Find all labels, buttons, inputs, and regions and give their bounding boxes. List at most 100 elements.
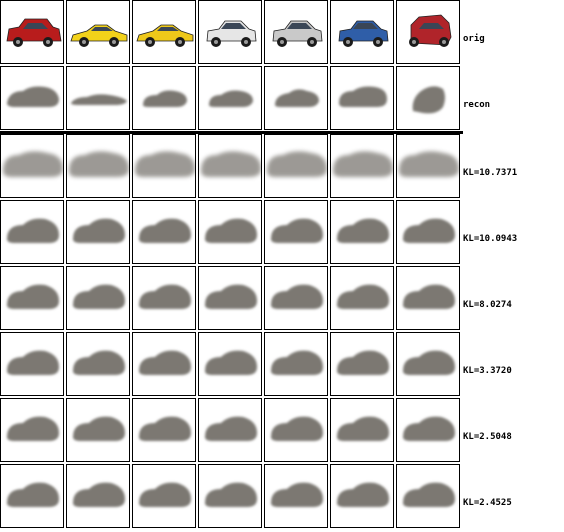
car-blob-icon bbox=[412, 86, 445, 114]
car-blob-icon bbox=[337, 350, 389, 375]
reconstruction-cell bbox=[0, 66, 64, 130]
car-blob-icon bbox=[275, 89, 319, 107]
row-label-kl: KL=2.5048 bbox=[463, 432, 512, 442]
car-blob-icon bbox=[267, 151, 327, 177]
reconstruction-cell bbox=[396, 66, 460, 130]
reconstruction-cell bbox=[0, 332, 64, 396]
reconstruction-cell bbox=[0, 200, 64, 264]
car-blob-icon bbox=[71, 94, 127, 105]
reconstruction-cell bbox=[66, 134, 130, 198]
car-blob-icon bbox=[7, 218, 59, 243]
reconstruction-cell bbox=[264, 266, 328, 330]
car-blob-icon bbox=[139, 218, 191, 243]
car-blob-icon bbox=[205, 284, 257, 309]
reconstruction-cell bbox=[396, 398, 460, 462]
reconstruction-cell bbox=[198, 464, 262, 528]
car-blob-icon bbox=[201, 151, 261, 177]
reconstruction-cell bbox=[132, 398, 196, 462]
reconstruction-cell bbox=[66, 332, 130, 396]
car-blob-icon bbox=[337, 482, 389, 507]
car-blob-icon bbox=[399, 151, 459, 177]
reconstruction-cell bbox=[132, 66, 196, 130]
car-blob-icon bbox=[205, 416, 257, 441]
car-blob-icon bbox=[337, 284, 389, 309]
car-blob-icon bbox=[73, 416, 125, 441]
car-blob-icon bbox=[333, 151, 393, 177]
reconstruction-cell bbox=[264, 332, 328, 396]
row-label-kl: KL=2.4525 bbox=[463, 498, 512, 508]
car-blob-icon bbox=[3, 151, 63, 177]
reconstruction-cell bbox=[264, 66, 328, 130]
reconstruction-cell bbox=[330, 200, 394, 264]
original-image-cell bbox=[198, 0, 262, 64]
reconstruction-cell bbox=[396, 134, 460, 198]
car-blob-icon bbox=[271, 350, 323, 375]
car-blob-icon bbox=[73, 284, 125, 309]
car-blob-icon bbox=[205, 482, 257, 507]
car-blob-icon bbox=[337, 218, 389, 243]
reconstruction-cell bbox=[0, 398, 64, 462]
car-blob-icon bbox=[209, 90, 253, 107]
original-image-cell bbox=[132, 0, 196, 64]
reconstruction-cell bbox=[66, 464, 130, 528]
car-blob-icon bbox=[403, 218, 455, 243]
car-blob-icon bbox=[7, 350, 59, 375]
reconstruction-cell bbox=[198, 266, 262, 330]
car-blob-icon bbox=[139, 416, 191, 441]
car-blob-icon bbox=[403, 482, 455, 507]
original-image-cell bbox=[396, 0, 460, 64]
car-blob-icon bbox=[135, 151, 195, 177]
red-minivan-icon bbox=[409, 14, 452, 47]
car-blob-icon bbox=[271, 416, 323, 441]
reconstruction-cell bbox=[264, 464, 328, 528]
reconstruction-cell bbox=[132, 266, 196, 330]
yellow-sportscar-icon bbox=[136, 24, 194, 47]
reconstruction-cell bbox=[198, 398, 262, 462]
car-blob-icon bbox=[403, 350, 455, 375]
reconstruction-cell bbox=[0, 266, 64, 330]
reconstruction-cell bbox=[66, 266, 130, 330]
reconstruction-cell bbox=[132, 134, 196, 198]
reconstruction-cell bbox=[132, 332, 196, 396]
car-blob-icon bbox=[205, 218, 257, 243]
reconstruction-cell bbox=[396, 464, 460, 528]
car-blob-icon bbox=[271, 284, 323, 309]
reconstruction-cell bbox=[330, 66, 394, 130]
reconstruction-cell bbox=[66, 66, 130, 130]
car-blob-icon bbox=[139, 350, 191, 375]
car-blob-icon bbox=[403, 284, 455, 309]
original-image-cell bbox=[66, 0, 130, 64]
reconstruction-cell bbox=[132, 464, 196, 528]
car-blob-icon bbox=[205, 350, 257, 375]
row-label-kl: KL=10.0943 bbox=[463, 234, 518, 244]
reconstruction-cell bbox=[330, 398, 394, 462]
car-blob-icon bbox=[139, 482, 191, 507]
row-separator bbox=[0, 131, 463, 134]
silver-hatchback-icon bbox=[272, 20, 323, 47]
original-image-cell bbox=[0, 0, 64, 64]
red-suv-icon bbox=[6, 18, 62, 47]
reconstruction-cell bbox=[264, 200, 328, 264]
reconstruction-cell bbox=[198, 66, 262, 130]
reconstruction-cell bbox=[0, 464, 64, 528]
reconstruction-cell bbox=[198, 332, 262, 396]
car-blob-icon bbox=[7, 284, 59, 309]
car-blob-icon bbox=[271, 218, 323, 243]
reconstruction-cell bbox=[198, 134, 262, 198]
row-label-orig: orig bbox=[463, 34, 485, 44]
reconstruction-cell bbox=[396, 200, 460, 264]
row-label-kl: KL=10.7371 bbox=[463, 168, 518, 178]
reconstruction-cell bbox=[198, 200, 262, 264]
white-hatchback-icon bbox=[206, 20, 257, 47]
reconstruction-cell bbox=[330, 332, 394, 396]
reconstruction-cell bbox=[264, 398, 328, 462]
car-blob-icon bbox=[73, 218, 125, 243]
original-image-cell bbox=[264, 0, 328, 64]
reconstruction-cell bbox=[66, 398, 130, 462]
car-blob-icon bbox=[7, 416, 59, 441]
car-blob-icon bbox=[403, 416, 455, 441]
reconstruction-cell bbox=[330, 266, 394, 330]
reconstruction-cell bbox=[0, 134, 64, 198]
row-label-kl: KL=8.0274 bbox=[463, 300, 512, 310]
